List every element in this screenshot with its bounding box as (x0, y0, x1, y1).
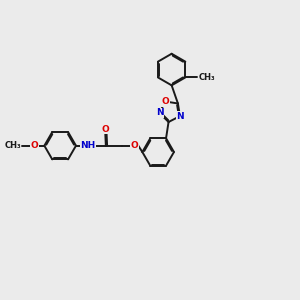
Text: CH₃: CH₃ (199, 73, 215, 82)
Text: NH: NH (80, 141, 96, 150)
Text: O: O (101, 124, 109, 134)
Text: O: O (131, 141, 139, 150)
Text: N: N (156, 109, 163, 118)
Text: O: O (30, 141, 38, 150)
Text: N: N (176, 112, 184, 121)
Text: CH₃: CH₃ (4, 141, 21, 150)
Text: O: O (161, 97, 169, 106)
